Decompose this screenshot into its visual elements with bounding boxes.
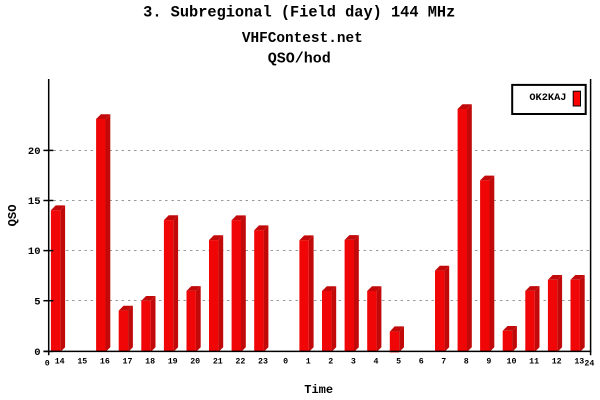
svg-text:16: 16 — [100, 357, 110, 366]
svg-text:5: 5 — [396, 357, 401, 366]
svg-text:14: 14 — [55, 357, 65, 366]
svg-text:Time: Time — [304, 383, 333, 397]
svg-text:13: 13 — [574, 357, 584, 366]
svg-text:OK2KAJ: OK2KAJ — [529, 92, 566, 104]
svg-text:6: 6 — [419, 357, 424, 366]
svg-text:20: 20 — [190, 357, 200, 366]
svg-text:11: 11 — [529, 357, 539, 366]
svg-text:21: 21 — [213, 357, 223, 366]
svg-text:7: 7 — [441, 357, 446, 366]
svg-text:10: 10 — [28, 246, 41, 258]
svg-text:17: 17 — [123, 357, 133, 366]
svg-text:10: 10 — [507, 357, 517, 366]
svg-text:QSO/hod: QSO/hod — [268, 51, 331, 68]
svg-text:22: 22 — [235, 357, 245, 366]
svg-text:23: 23 — [258, 357, 268, 366]
svg-text:0: 0 — [45, 359, 50, 368]
svg-text:19: 19 — [168, 357, 178, 366]
svg-text:9: 9 — [486, 357, 491, 366]
svg-text:20: 20 — [28, 146, 41, 158]
svg-text:8: 8 — [464, 357, 469, 366]
svg-text:15: 15 — [77, 357, 87, 366]
svg-text:1: 1 — [306, 357, 311, 366]
svg-text:0: 0 — [34, 347, 40, 359]
svg-text:18: 18 — [145, 357, 155, 366]
svg-text:QSO: QSO — [6, 204, 20, 226]
svg-text:5: 5 — [34, 296, 40, 308]
svg-text:3. Subregional (Field day) 144: 3. Subregional (Field day) 144 MHz — [143, 4, 455, 22]
svg-text:0: 0 — [283, 357, 288, 366]
svg-text:12: 12 — [552, 357, 562, 366]
svg-text:VHFContest.net: VHFContest.net — [242, 31, 363, 47]
svg-text:4: 4 — [374, 357, 379, 366]
svg-text:2: 2 — [328, 357, 333, 366]
svg-text:15: 15 — [28, 196, 41, 208]
svg-text:3: 3 — [351, 357, 356, 366]
svg-text:24: 24 — [584, 359, 594, 368]
